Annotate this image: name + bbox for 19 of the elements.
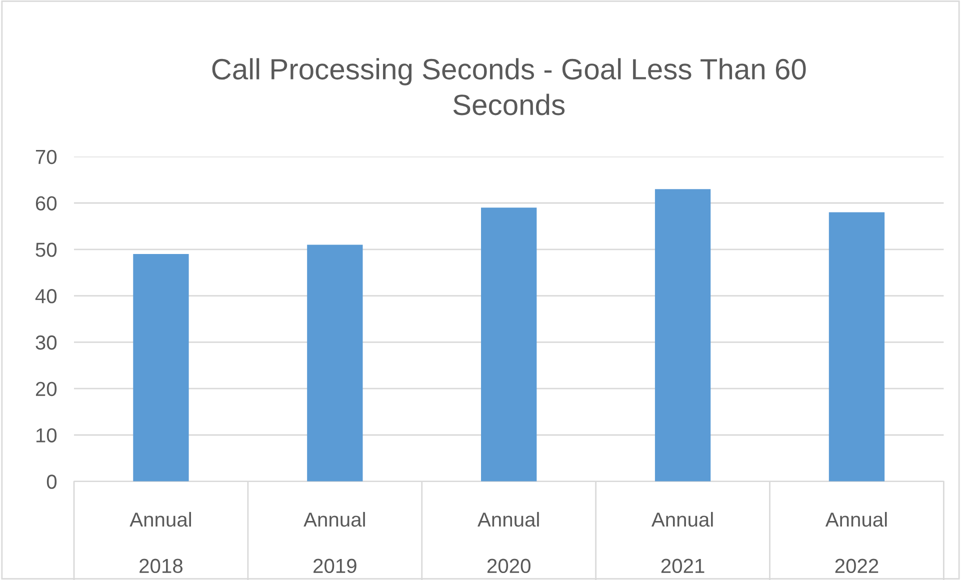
y-tick-label: 20 <box>36 382 57 396</box>
y-tick-label: 0 <box>46 474 57 489</box>
chart-title: Call Processing Seconds - Goal Less Than 60 Seconds <box>212 58 806 116</box>
y-tick-label: 40 <box>35 289 57 304</box>
y-tick-label: 10 <box>36 428 57 442</box>
y-tick-label: 60 <box>36 196 57 210</box>
bar <box>133 254 189 482</box>
bar <box>307 244 363 482</box>
bar <box>828 212 885 482</box>
category-label: Annual 2020 <box>478 512 539 574</box>
category-label: Annual 2021 <box>651 512 713 574</box>
y-tick-label: 30 <box>36 335 57 350</box>
category-label: Annual 2018 <box>130 512 191 574</box>
bar <box>481 208 537 482</box>
category-label: Annual 2022 <box>825 512 887 574</box>
y-tick-label: 50 <box>36 242 57 257</box>
y-tick-label: 70 <box>36 150 57 164</box>
category-label: Annual 2019 <box>304 512 365 574</box>
bar <box>654 189 711 482</box>
